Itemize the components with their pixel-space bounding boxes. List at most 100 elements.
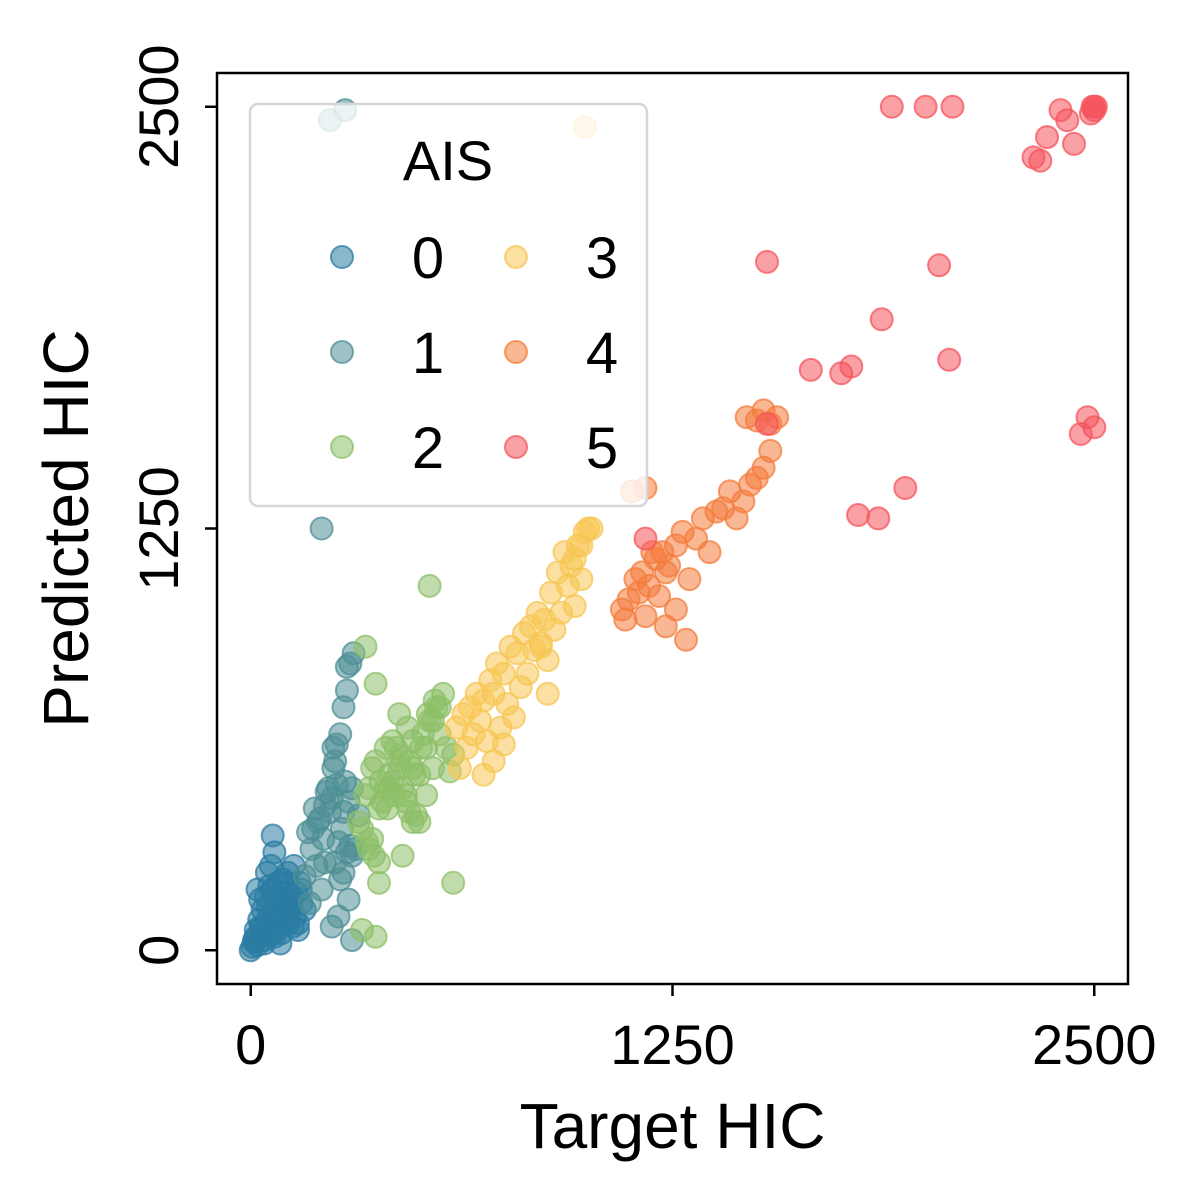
x-axis-label: Target HIC bbox=[520, 1090, 826, 1162]
data-point bbox=[323, 749, 348, 774]
data-point bbox=[336, 887, 361, 912]
data-point bbox=[626, 580, 651, 605]
data-point bbox=[1062, 131, 1086, 156]
data-point bbox=[653, 560, 678, 585]
data-point bbox=[297, 891, 322, 915]
y-axis-label: Predicted HIC bbox=[30, 329, 102, 727]
data-point bbox=[1055, 108, 1080, 133]
y-tick-label: 0 bbox=[127, 935, 190, 966]
y-tick-label: 1250 bbox=[127, 466, 190, 591]
data-point bbox=[535, 681, 560, 706]
data-point bbox=[414, 783, 439, 808]
series-ais-3 bbox=[444, 115, 604, 787]
data-point bbox=[869, 307, 894, 332]
data-point bbox=[334, 840, 359, 865]
data-point bbox=[414, 735, 439, 760]
series-ais-4 bbox=[609, 398, 790, 652]
data-point bbox=[468, 708, 493, 733]
data-point bbox=[356, 837, 381, 861]
legend-box bbox=[248, 102, 649, 508]
data-point bbox=[755, 249, 779, 274]
data-point bbox=[866, 506, 891, 531]
data-point bbox=[633, 526, 658, 551]
data-point bbox=[417, 573, 442, 598]
legend-marker bbox=[330, 435, 354, 459]
data-point bbox=[491, 732, 516, 757]
data-point bbox=[613, 607, 638, 632]
data-point bbox=[491, 661, 516, 686]
data-point bbox=[319, 914, 344, 939]
series-ais-0 bbox=[238, 823, 317, 963]
y-tick-label: 2500 bbox=[127, 44, 190, 169]
legend-marker bbox=[330, 340, 354, 364]
data-point bbox=[927, 253, 952, 278]
data-point bbox=[913, 94, 938, 119]
data-point bbox=[304, 853, 329, 878]
legend-title: AIS bbox=[403, 129, 493, 192]
data-point bbox=[261, 911, 286, 936]
data-point bbox=[1082, 415, 1107, 440]
data-point bbox=[363, 924, 388, 949]
data-point bbox=[286, 911, 310, 936]
data-point bbox=[647, 584, 671, 608]
data-point bbox=[653, 614, 678, 639]
data-point bbox=[334, 678, 359, 703]
data-point bbox=[798, 357, 823, 382]
data-point bbox=[515, 661, 540, 686]
data-point bbox=[1035, 125, 1059, 150]
x-tick-label: 2500 bbox=[1032, 1013, 1157, 1076]
data-point bbox=[260, 823, 285, 848]
data-point bbox=[677, 567, 702, 592]
x-axis: 0 1250 2500 bbox=[235, 984, 1157, 1076]
data-point bbox=[334, 654, 359, 679]
x-tick-label: 1250 bbox=[610, 1013, 735, 1076]
data-point bbox=[697, 540, 722, 565]
legend-items: 0 1 2 3 4 5 bbox=[330, 226, 618, 481]
data-point bbox=[367, 870, 391, 895]
legend-label: 2 bbox=[412, 416, 444, 481]
data-point bbox=[441, 870, 466, 895]
data-point bbox=[377, 776, 402, 801]
data-point bbox=[846, 503, 871, 527]
data-point bbox=[1083, 94, 1108, 119]
points-layer bbox=[238, 94, 1108, 963]
data-point bbox=[569, 567, 594, 592]
legend-marker bbox=[504, 435, 528, 459]
series-ais-2 bbox=[346, 573, 466, 949]
data-point bbox=[501, 705, 526, 730]
data-point bbox=[674, 627, 698, 652]
data-point bbox=[328, 867, 353, 892]
data-point bbox=[579, 516, 604, 541]
data-point bbox=[387, 702, 412, 727]
data-point bbox=[309, 516, 334, 541]
data-point bbox=[387, 756, 412, 781]
data-point bbox=[549, 600, 574, 625]
legend-marker bbox=[330, 245, 354, 269]
data-point bbox=[313, 793, 337, 818]
legend-marker bbox=[504, 245, 528, 269]
data-point bbox=[758, 438, 783, 463]
data-point bbox=[879, 94, 904, 119]
data-point bbox=[400, 810, 425, 834]
data-point bbox=[937, 347, 962, 372]
data-point bbox=[248, 887, 273, 912]
legend-label: 0 bbox=[412, 226, 444, 291]
data-point bbox=[893, 476, 918, 500]
legend-label: 4 bbox=[586, 321, 618, 386]
data-point bbox=[633, 604, 658, 629]
x-tick-label: 0 bbox=[235, 1013, 266, 1076]
data-point bbox=[755, 411, 779, 436]
data-point bbox=[528, 634, 553, 659]
data-point bbox=[353, 634, 378, 659]
data-point bbox=[254, 860, 279, 885]
data-point bbox=[839, 354, 864, 379]
data-point bbox=[390, 843, 415, 868]
data-point bbox=[427, 695, 452, 720]
legend: AIS 0 1 2 3 4 5 bbox=[248, 102, 649, 508]
data-point bbox=[940, 94, 965, 119]
data-point bbox=[328, 722, 353, 747]
data-point bbox=[268, 931, 293, 956]
data-point bbox=[301, 816, 326, 841]
series-ais-5 bbox=[633, 94, 1108, 551]
